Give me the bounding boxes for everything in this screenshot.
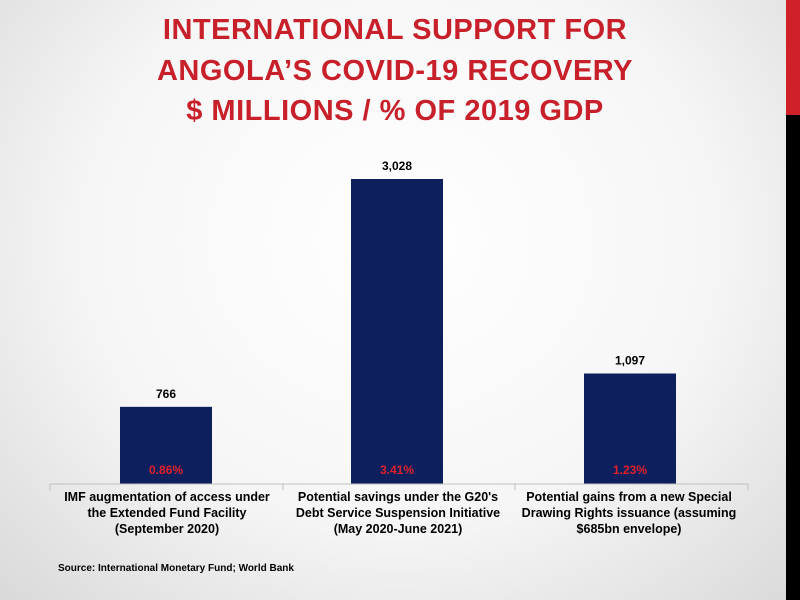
category-label-line: (September 2020) <box>114 522 220 536</box>
chart-title-line-3: $ MILLIONS / % OF 2019 GDP <box>186 95 604 127</box>
category-label-line: (May 2020-June 2021) <box>333 522 463 536</box>
source-note: Source: International Monetary Fund; Wor… <box>58 563 294 574</box>
percent-label-sdr: 1.23% <box>613 463 647 477</box>
bars-layer: 766 0.86% 3,028 3.41% 1,097 1.23% <box>120 159 676 484</box>
category-label-imf: IMF augmentation of access under the Ext… <box>52 489 282 537</box>
category-label-line: IMF augmentation of access under <box>64 490 270 504</box>
percent-label-imf: 0.86% <box>149 463 183 477</box>
chart-title-line-2: ANGOLA’S COVID-19 RECOVERY <box>156 55 633 87</box>
category-label-dssi: Potential savings under the G20's Debt S… <box>283 489 513 537</box>
bar-sdr <box>584 373 676 484</box>
chart-title-line-1: INTERNATIONAL SUPPORT FOR <box>162 14 628 46</box>
category-label-line: Potential savings under the G20's <box>297 490 499 504</box>
percent-label-dssi: 3.41% <box>380 463 414 477</box>
category-label-line: the Extended Fund Facility <box>87 506 247 520</box>
accent-stripe-black <box>786 115 800 600</box>
x-axis <box>49 483 749 490</box>
category-label-line: Potential gains from a new Special <box>526 490 732 504</box>
category-label-line: Debt Service Suspension Initiative <box>295 506 501 520</box>
value-label-dssi: 3,028 <box>382 159 412 173</box>
bar-dssi <box>351 179 443 484</box>
category-label-line: $685bn envelope) <box>576 522 682 536</box>
accent-stripe-red <box>786 0 800 115</box>
category-label-line: Drawing Rights issuance (assuming <box>521 506 737 520</box>
value-label-sdr: 1,097 <box>615 354 645 368</box>
category-label-sdr: Potential gains from a new Special Drawi… <box>514 489 744 537</box>
bar-imf <box>120 406 212 484</box>
value-label-imf: 766 <box>156 387 176 401</box>
